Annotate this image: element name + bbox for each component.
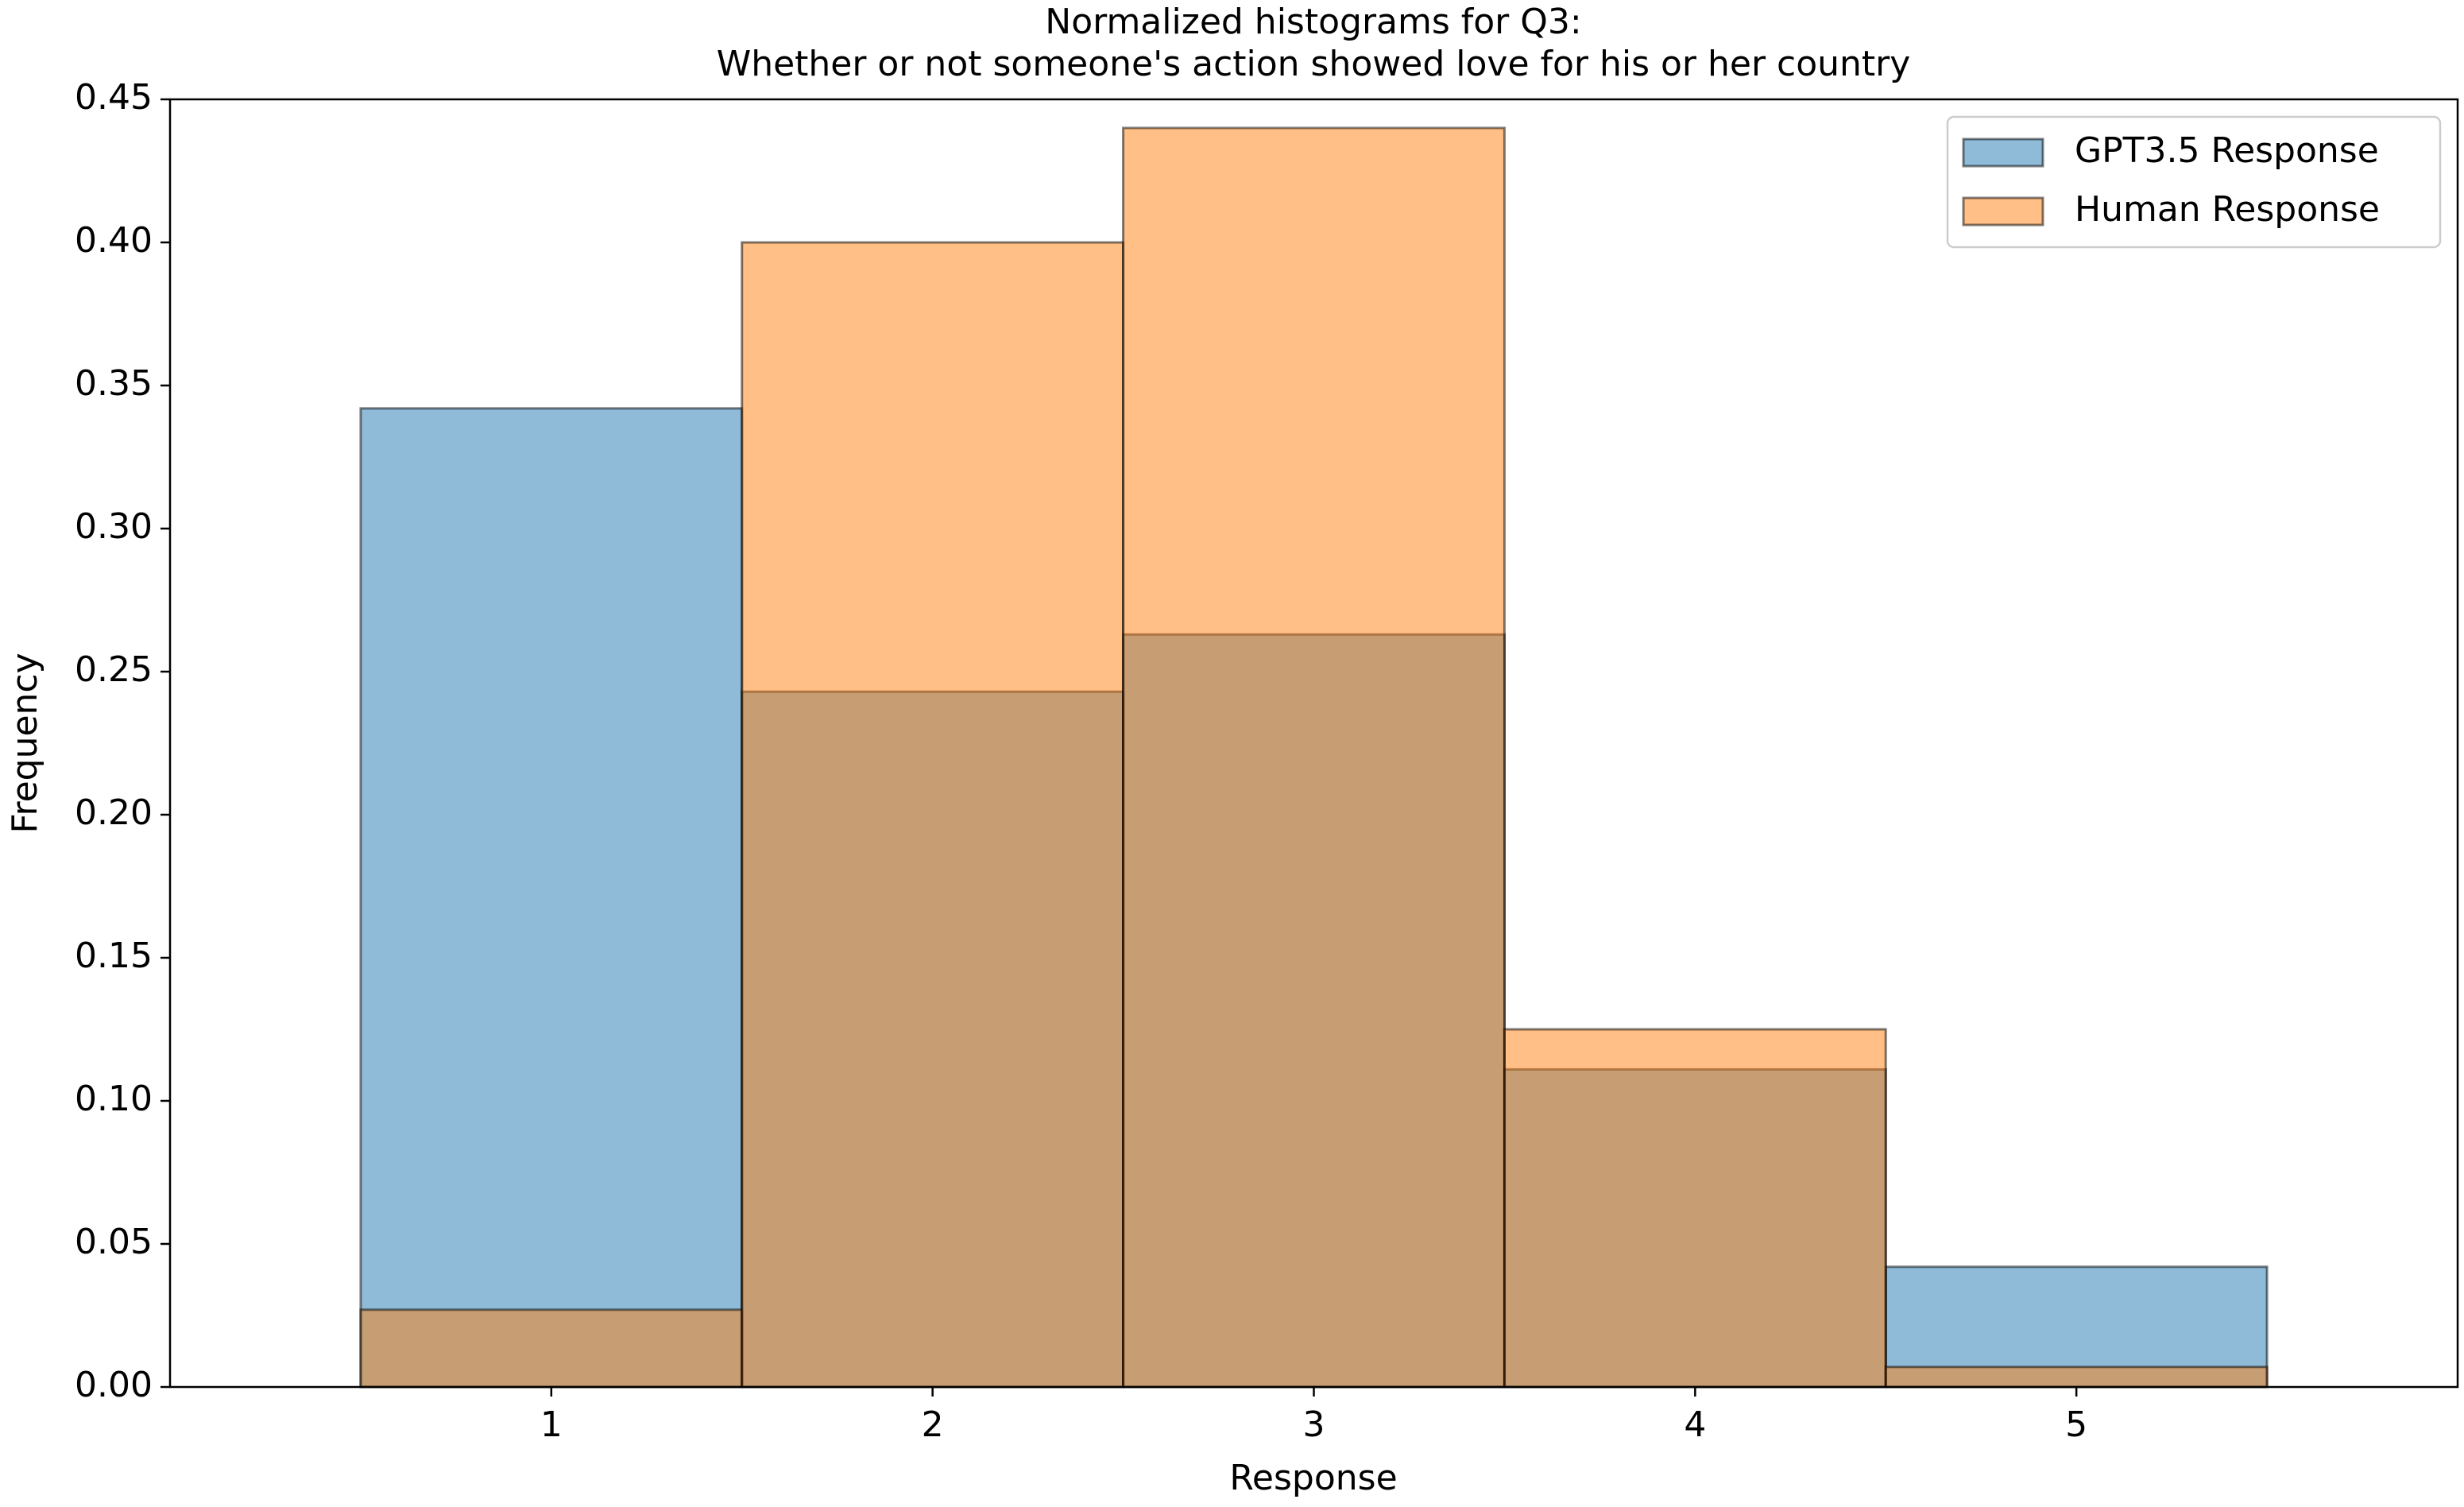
legend-swatch bbox=[1962, 196, 2044, 227]
y-tick-label: 0.30 bbox=[75, 506, 153, 547]
y-tick-label: 0.25 bbox=[75, 649, 153, 690]
x-tick-label: 4 bbox=[1684, 1404, 1706, 1445]
x-axis-label: Response bbox=[1229, 1458, 1397, 1498]
histogram-bar bbox=[741, 241, 1125, 1389]
y-tick-label: 0.35 bbox=[75, 363, 153, 404]
x-tick-label: 5 bbox=[2065, 1404, 2087, 1445]
x-tick-label: 3 bbox=[1303, 1404, 1325, 1445]
histogram-bar bbox=[359, 1308, 744, 1389]
histogram-bar bbox=[359, 407, 744, 1389]
y-tick-label: 0.00 bbox=[75, 1365, 153, 1405]
y-tick-label: 0.15 bbox=[75, 936, 153, 976]
histogram-bar bbox=[1503, 1028, 1887, 1389]
histogram-bar bbox=[1884, 1366, 2269, 1389]
y-axis-label: Frequency bbox=[5, 653, 45, 833]
y-tick-label: 0.20 bbox=[75, 792, 153, 833]
chart-subtitle: Whether or not someone's action showed l… bbox=[717, 44, 1911, 84]
chart-title: Normalized histograms for Q3: bbox=[1045, 2, 1581, 42]
legend-swatch bbox=[1962, 138, 2044, 168]
legend-label: GPT3.5 Response bbox=[2075, 130, 2379, 171]
histogram-bar bbox=[1122, 126, 1506, 1389]
y-tick-label: 0.10 bbox=[75, 1079, 153, 1119]
y-tick-label: 0.05 bbox=[75, 1222, 153, 1262]
legend-label: Human Response bbox=[2075, 189, 2380, 230]
y-tick-label: 0.40 bbox=[75, 220, 153, 261]
x-tick-label: 2 bbox=[922, 1404, 944, 1445]
x-tick-label: 1 bbox=[540, 1404, 563, 1445]
y-tick-label: 0.45 bbox=[75, 77, 153, 118]
legend-box bbox=[1946, 115, 2442, 249]
